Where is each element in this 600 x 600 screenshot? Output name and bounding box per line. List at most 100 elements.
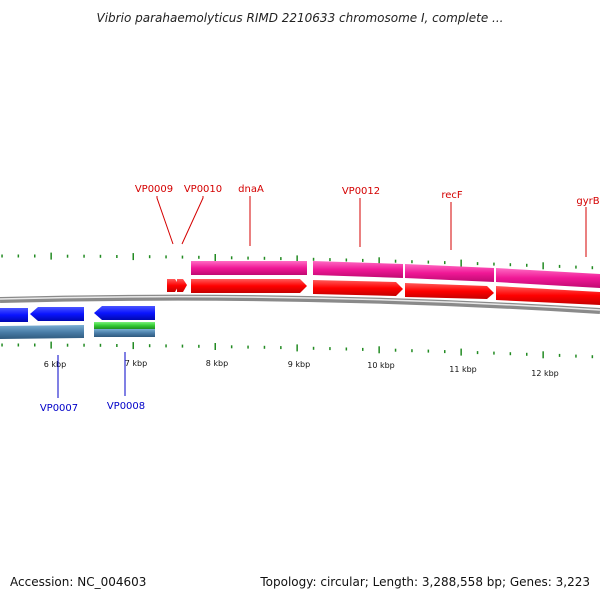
- scale-labels: 6 kbp 7 kbp 8 kbp 9 kbp 10 kbp 11 kbp 12…: [44, 359, 559, 378]
- reverse-labels: VP0007 VP0008: [40, 401, 145, 414]
- leader-VP0010: [181, 196, 204, 245]
- scale-label-9kbp: 9 kbp: [288, 360, 310, 369]
- top-tick-17: [280, 257, 282, 261]
- tick-row-top: [1, 252, 594, 270]
- top-tick-11: [181, 255, 184, 259]
- bottom-tick-30: [493, 351, 495, 355]
- reverse-gene-track: [0, 322, 155, 339]
- bottom-tick-4: [66, 343, 69, 347]
- label-VP0012[interactable]: VP0012: [342, 186, 380, 197]
- top-tick-31: [509, 263, 512, 267]
- top-tick-33: [542, 262, 544, 270]
- cds-VP0012[interactable]: [313, 280, 403, 296]
- bottom-tick-10: [165, 344, 167, 348]
- top-tick-3: [50, 252, 52, 260]
- bottom-tick-0: [1, 343, 3, 347]
- cds-VP0006[interactable]: [0, 308, 28, 322]
- top-tick-4: [66, 254, 69, 258]
- cds-gyrB[interactable]: [496, 286, 600, 305]
- label-VP0007[interactable]: VP0007: [40, 403, 78, 414]
- gene-recF[interactable]: [405, 264, 494, 282]
- bottom-tick-26: [427, 349, 430, 353]
- top-tick-10: [165, 255, 167, 259]
- top-tick-21: [345, 258, 348, 262]
- forward-gene-track: [191, 261, 600, 288]
- top-tick-34: [558, 264, 561, 268]
- top-tick-22: [362, 258, 364, 262]
- top-tick-25: [411, 260, 413, 264]
- top-tick-5: [83, 254, 85, 258]
- leader-VP0009: [156, 196, 174, 245]
- scale-label-6kbp: 6 kbp: [44, 360, 66, 369]
- bottom-tick-9: [148, 344, 151, 348]
- label-VP0008[interactable]: VP0008: [107, 401, 145, 412]
- top-tick-28: [460, 259, 462, 267]
- tick-row-bottom: [1, 341, 594, 359]
- bottom-tick-27: [444, 350, 446, 354]
- cds-VP0009[interactable]: [167, 279, 179, 292]
- gene-VP0008[interactable]: [94, 329, 155, 337]
- bottom-tick-8: [132, 342, 134, 350]
- scale-label-7kbp: 7 kbp: [125, 359, 147, 368]
- gene-gyrB[interactable]: [496, 268, 600, 288]
- gene-VP0007[interactable]: [0, 325, 84, 339]
- top-tick-9: [148, 255, 151, 259]
- top-tick-27: [444, 261, 446, 265]
- forward-cds-track: [167, 279, 600, 305]
- rna-feature[interactable]: [94, 322, 155, 329]
- bottom-tick-13: [214, 343, 216, 350]
- bottom-tick-3: [50, 341, 52, 349]
- cds-recF[interactable]: [405, 283, 494, 299]
- bottom-tick-1: [17, 343, 20, 347]
- top-tick-23: [378, 257, 380, 265]
- label-gyrB[interactable]: gyrB: [576, 196, 599, 207]
- bottom-tick-7: [116, 344, 118, 347]
- bottom-tick-5: [83, 343, 85, 347]
- chromosome-backbone-highlight: [0, 295, 600, 311]
- bottom-tick-15: [247, 345, 249, 349]
- bottom-tick-32: [526, 352, 528, 356]
- label-VP0010[interactable]: VP0010: [184, 184, 222, 195]
- scale-label-11kbp: 11 kbp: [449, 365, 477, 374]
- top-tick-24: [394, 259, 397, 263]
- bottom-tick-12: [198, 344, 200, 348]
- top-tick-0: [1, 254, 3, 258]
- top-tick-29: [476, 262, 479, 266]
- top-tick-16: [263, 256, 266, 260]
- cds-VP0008[interactable]: [94, 306, 155, 320]
- bottom-tick-23: [378, 346, 380, 354]
- bottom-tick-33: [542, 351, 544, 359]
- cds-VP0010[interactable]: [177, 279, 187, 292]
- scale-label-12kbp: 12 kbp: [531, 369, 559, 378]
- top-tick-8: [132, 253, 134, 261]
- top-tick-30: [493, 262, 495, 266]
- forward-label-leaders: [156, 196, 587, 257]
- bottom-tick-24: [394, 348, 397, 352]
- bottom-tick-34: [558, 353, 561, 357]
- gene-dnaA[interactable]: [191, 261, 307, 275]
- top-tick-6: [99, 254, 102, 258]
- reverse-cds-track: [0, 306, 155, 322]
- bottom-tick-29: [476, 351, 479, 355]
- label-recF[interactable]: recF: [441, 190, 463, 201]
- top-tick-20: [329, 258, 331, 262]
- cds-dnaA[interactable]: [191, 279, 307, 293]
- bottom-tick-21: [345, 347, 348, 351]
- bottom-tick-6: [99, 343, 102, 347]
- label-VP0009[interactable]: VP0009: [135, 184, 173, 195]
- bottom-tick-2: [34, 343, 36, 347]
- gene-VP0012[interactable]: [313, 261, 403, 278]
- bottom-tick-28: [460, 348, 462, 356]
- bottom-tick-36: [591, 355, 594, 359]
- map-title: Vibrio parahaemolyticus RIMD 2210633 chr…: [97, 11, 504, 25]
- top-tick-2: [34, 254, 36, 258]
- forward-labels: VP0009 VP0010 dnaA VP0012 recF gyrB: [135, 184, 600, 207]
- genome-summary-text: Topology: circular; Length: 3,288,558 bp…: [259, 575, 590, 589]
- top-tick-19: [312, 257, 315, 261]
- bottom-tick-19: [312, 346, 315, 350]
- reverse-label-leaders: [57, 352, 126, 398]
- cds-VP0007[interactable]: [30, 307, 84, 321]
- chromosome-backbone: [0, 294, 600, 314]
- label-dnaA[interactable]: dnaA: [238, 184, 264, 195]
